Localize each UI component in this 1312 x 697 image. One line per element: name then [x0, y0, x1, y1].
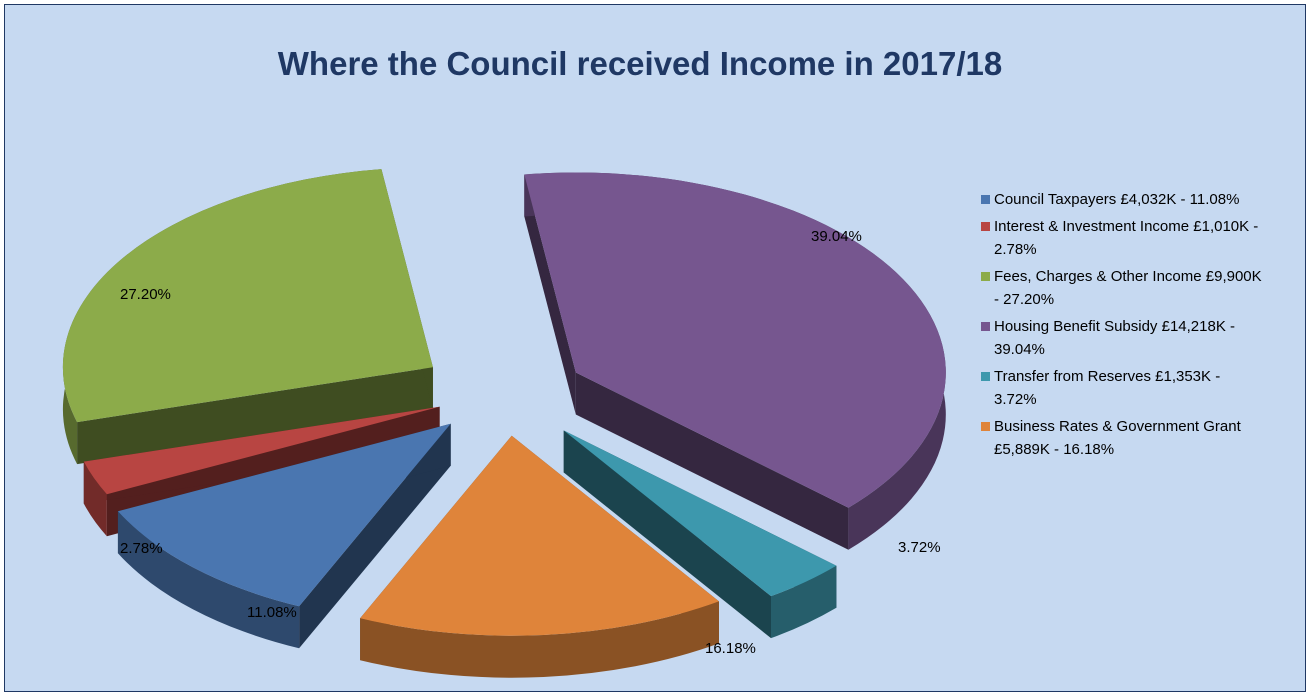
legend-item: Housing Benefit Subsidy £14,218K - 39.04…	[981, 315, 1264, 361]
pie-slice-3	[524, 172, 946, 550]
legend-item: Council Taxpayers £4,032K - 11.08%	[981, 188, 1264, 211]
legend-item: Transfer from Reserves £1,353K - 3.72%	[981, 365, 1264, 411]
legend-item: Business Rates & Government Grant £5,889…	[981, 415, 1264, 461]
data-label-3: 39.04%	[811, 228, 862, 245]
chart-title: Where the Council received Income in 201…	[277, 45, 1003, 82]
legend-label: Business Rates & Government Grant £5,889…	[994, 418, 1241, 458]
legend: Council Taxpayers £4,032K - 11.08% Intere…	[981, 188, 1311, 465]
legend-item: Fees, Charges & Other Income £9,900K - 2…	[981, 265, 1264, 311]
data-label-1: 2.78%	[120, 540, 163, 557]
pie-slice-4	[563, 430, 837, 639]
legend-swatch	[981, 422, 990, 431]
data-label-5: 16.18%	[705, 640, 756, 657]
chart-area: Where the Council received Income in 201…	[4, 4, 1306, 692]
pie-chart: 11.08% 2.78% 27.20% 39.04% 3.72% 16.18%	[62, 169, 946, 678]
data-label-2: 27.20%	[120, 286, 171, 303]
pie-slice-2	[62, 169, 433, 465]
legend-swatch	[981, 322, 990, 331]
data-label-4: 3.72%	[898, 539, 941, 556]
legend-label: Fees, Charges & Other Income £9,900K - 2…	[994, 268, 1262, 308]
legend-label: Council Taxpayers £4,032K - 11.08%	[994, 191, 1240, 208]
legend-label: Interest & Investment Income £1,010K - 2…	[994, 218, 1259, 258]
legend-label: Transfer from Reserves £1,353K - 3.72%	[994, 368, 1221, 408]
legend-item: Interest & Investment Income £1,010K - 2…	[981, 215, 1264, 261]
legend-swatch	[981, 372, 990, 381]
data-label-0: 11.08%	[247, 604, 297, 621]
legend-swatch	[981, 195, 990, 204]
legend-swatch	[981, 272, 990, 281]
pie-slice-0	[117, 423, 451, 649]
legend-label: Housing Benefit Subsidy £14,218K - 39.04…	[994, 318, 1235, 358]
pie-slice-5	[360, 435, 719, 678]
legend-swatch	[981, 222, 990, 231]
